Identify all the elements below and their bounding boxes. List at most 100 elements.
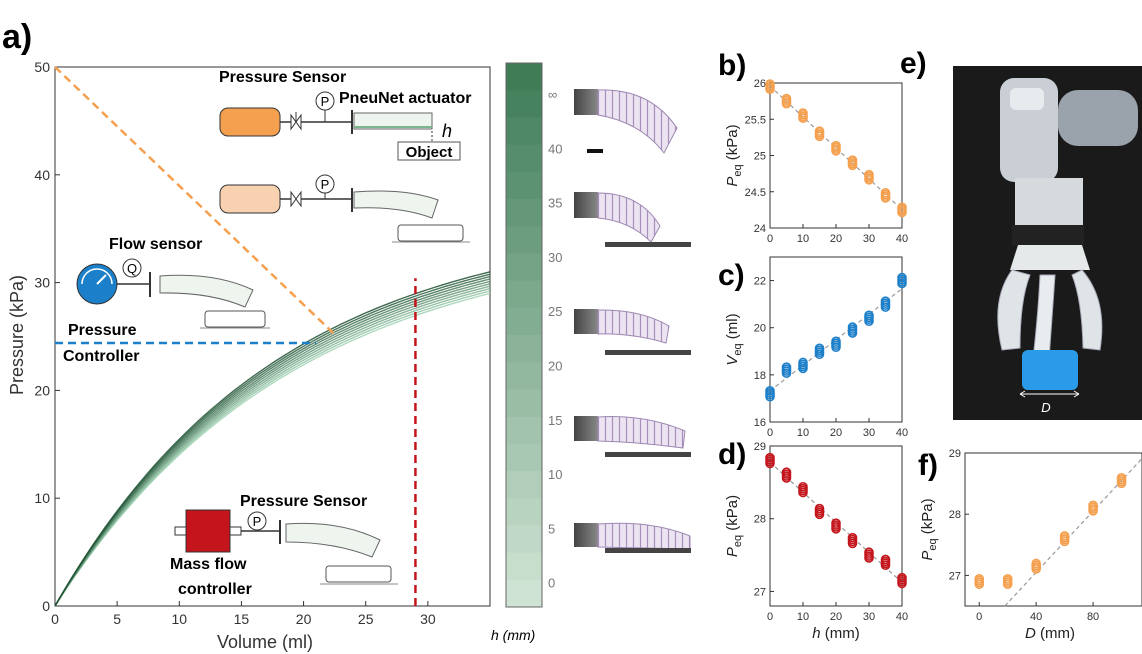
pressure-volume-curve <box>54 278 491 607</box>
ytick-label-d: 29 <box>754 441 766 453</box>
data-point-c <box>781 362 792 372</box>
colorbar-tick: 30 <box>548 250 562 265</box>
pressure-volume-curve <box>54 273 491 607</box>
colorbar-step <box>506 90 542 118</box>
ytick-label-b: 26 <box>754 78 766 90</box>
ytick-label-f: 28 <box>949 509 961 521</box>
pressure-volume-curve <box>54 283 491 607</box>
data-point-c <box>831 336 841 347</box>
p-symbol-2: P <box>321 177 330 192</box>
ytick-label-a: 0 <box>42 598 50 614</box>
xtick-label-f: 40 <box>1030 611 1042 623</box>
h-symbol: h <box>442 121 452 141</box>
ytick-label-c: 20 <box>754 323 766 335</box>
panel-label-c: c) <box>718 259 745 292</box>
data-point-d <box>864 547 874 558</box>
xtick-label-c: 20 <box>830 427 842 439</box>
xtick-label-a: 10 <box>171 611 187 627</box>
data-point-d <box>798 481 808 492</box>
colorbar-step <box>506 226 542 254</box>
object-block-3 <box>204 310 266 328</box>
ytick-label-f: 29 <box>949 448 961 460</box>
colorbar-tick: 20 <box>548 359 562 374</box>
colorbar-step <box>506 335 542 363</box>
colorbar-step <box>506 498 542 526</box>
data-point-c <box>880 296 891 306</box>
pressure-gauge-icon-2 <box>315 174 335 194</box>
pressure-controller-label-2: Controller <box>63 348 139 365</box>
data-point-b <box>880 187 891 198</box>
plot-frame-d <box>769 445 903 607</box>
mass-flow-controller-icon <box>185 509 231 553</box>
p-symbol-4: P <box>253 514 262 529</box>
colorbar-step <box>506 117 542 146</box>
data-point-f <box>1088 500 1098 511</box>
pressure-volume-curve <box>54 271 491 607</box>
ytick-label-b: 24.5 <box>745 187 766 199</box>
pressure-gauge-icon <box>315 91 335 111</box>
pressure-volume-curve <box>54 280 491 607</box>
xtick-label-c: 10 <box>797 427 809 439</box>
trend-line-b <box>769 85 903 211</box>
pressure-tank-icon <box>219 107 281 137</box>
q-symbol: Q <box>127 261 137 276</box>
pressure-volume-curve <box>54 292 491 607</box>
pneunet-actuator-icon <box>353 112 433 130</box>
xlabel-d: h (mm) <box>812 625 860 642</box>
chart-d: 0 10 20 30 40 27 28 29 Peq (kPa) h (mm) <box>724 441 908 642</box>
object-block-4 <box>325 565 392 583</box>
colorbar-step <box>506 63 542 91</box>
panel-label-f: f) <box>918 449 938 482</box>
pressure-volume-curve <box>54 287 491 607</box>
ytick-label-b: 25.5 <box>745 114 766 126</box>
data-point-c <box>847 322 858 332</box>
xtick-label-c: 40 <box>896 427 908 439</box>
gripper-photo: D <box>953 66 1142 420</box>
data-point-f <box>1002 573 1013 584</box>
data-point-b <box>765 79 775 89</box>
actuator-photo-15 <box>574 416 691 457</box>
mass-flow-label-1: Mass flow <box>170 556 247 573</box>
pressure-sensor-label-top: Pressure Sensor <box>219 69 346 86</box>
pressure-volume-curve <box>54 290 491 607</box>
actuator-photo-strip <box>574 89 691 553</box>
schematic-mass-flow: P Pressure Sensor Mass flow controller <box>170 493 398 598</box>
trend-line-d <box>769 461 903 583</box>
xtick-label-a: 30 <box>420 611 436 627</box>
colorbar-tick: 15 <box>548 413 562 428</box>
colorbar-tick: ∞ <box>548 87 557 102</box>
mass-flow-label-2: controller <box>178 581 252 598</box>
colorbar-label: h (mm) <box>491 627 535 643</box>
ytick-label-a: 20 <box>34 382 50 398</box>
xtick-label-d: 0 <box>767 611 773 623</box>
panel-label-e: e) <box>900 47 927 80</box>
ytick-label-b: 24 <box>754 223 766 235</box>
colorbar-tick: 35 <box>548 196 562 211</box>
ylabel-d: Peq (kPa) <box>724 495 744 557</box>
d-label: D <box>1041 400 1050 415</box>
data-point-f <box>1059 531 1070 541</box>
colorbar: ∞ 40 35 30 25 20 15 10 5 0 <box>505 62 562 608</box>
xtick-label-b: 20 <box>830 233 842 245</box>
data-point-d <box>880 554 891 565</box>
colorbar-step <box>506 525 542 554</box>
colorbar-step <box>506 471 542 499</box>
xtick-label-d: 40 <box>896 611 908 623</box>
xtick-label-b: 10 <box>797 233 809 245</box>
schematic-bent-actuator: P <box>219 174 470 243</box>
pressure-controller-label-1: Pressure <box>68 322 137 339</box>
pressure-gauge-icon-4 <box>247 511 267 531</box>
colorbar-step <box>506 389 542 418</box>
plot-frame-a <box>54 66 491 607</box>
chart-c: 0 10 20 30 40 16 18 20 22 Veq (ml) <box>724 256 908 439</box>
panel-label-b: b) <box>718 49 746 82</box>
chart-f: 0 40 80 27 28 29 Peq (kPa) D (mm) <box>919 448 1142 642</box>
p-symbol-1: P <box>321 94 330 109</box>
colorbar-step <box>506 199 542 227</box>
actuator-photo-25 <box>574 309 691 355</box>
data-point-d <box>814 503 825 514</box>
data-point-d <box>847 532 858 543</box>
data-point-f <box>1116 472 1127 483</box>
bent-actuator-icon-3 <box>159 274 254 308</box>
